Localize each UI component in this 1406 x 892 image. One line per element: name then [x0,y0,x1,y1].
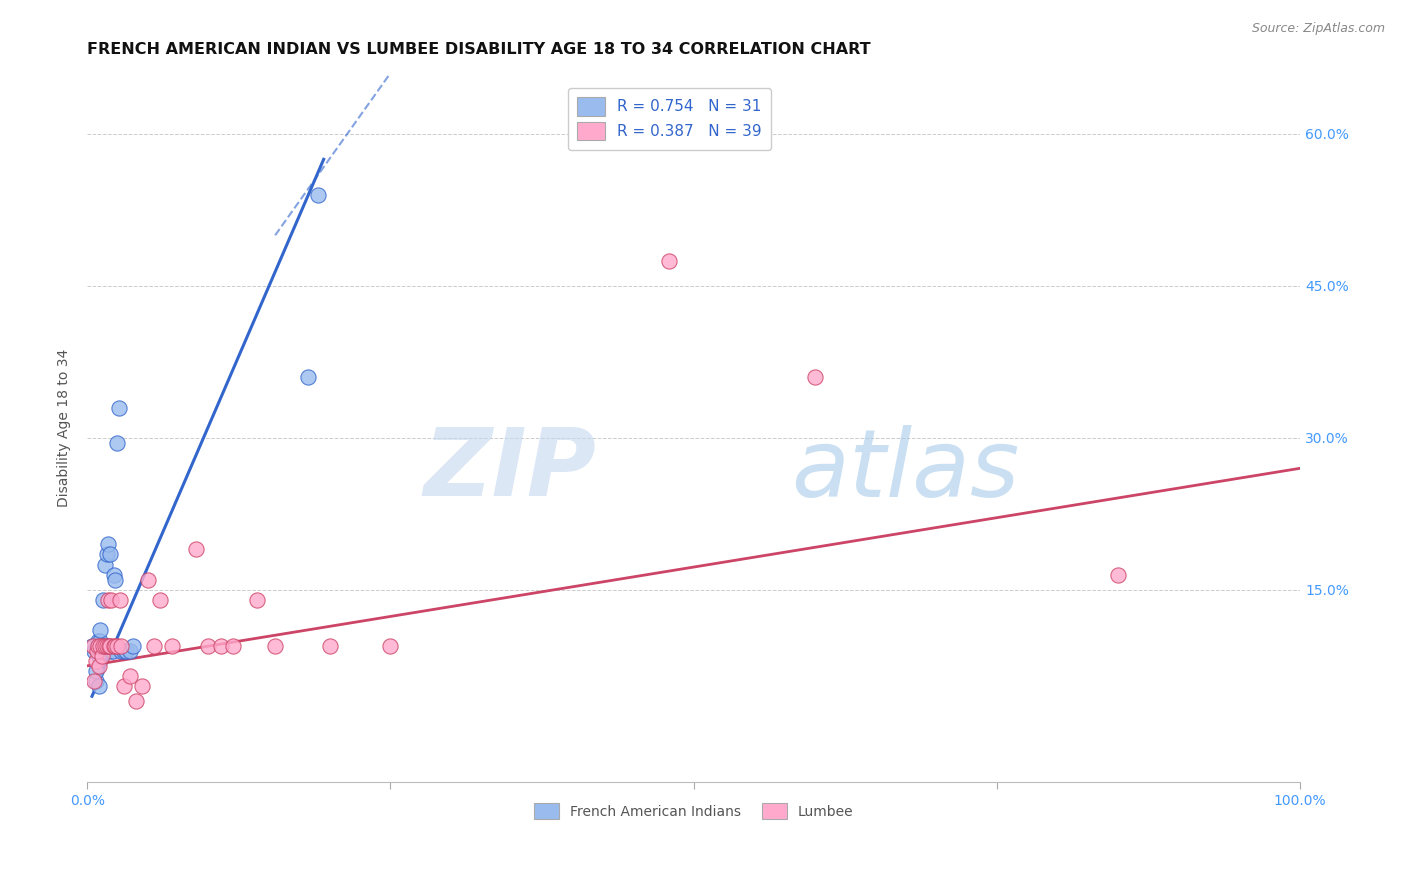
Point [93,643,115,657]
Point [89,658,111,673]
Point [107,436,129,450]
Text: Source: ZipAtlas.com: Source: ZipAtlas.com [1251,22,1385,36]
Point [197,639,219,653]
Point [103,567,125,582]
Point [118,669,141,683]
Point [108,593,131,607]
Point [160,639,183,653]
Point [84,664,107,678]
Point [112,643,135,657]
Point [96,639,118,653]
Point [246,593,269,607]
Point [380,639,402,653]
Point [107,401,129,415]
Point [222,639,245,653]
Point [136,573,159,587]
Point [319,639,342,653]
Point [91,593,114,607]
Point [264,639,287,653]
Point [83,643,105,657]
Point [96,548,118,562]
Point [115,643,138,657]
Point [94,558,117,572]
Legend: French American Indians, Lumbee: French American Indians, Lumbee [529,797,859,825]
Point [90,639,112,653]
Point [110,639,132,653]
Point [100,643,122,657]
Point [89,624,111,638]
Point [98,639,121,653]
Point [84,673,107,688]
Point [149,593,172,607]
Point [131,679,153,693]
Point [209,639,232,653]
Point [98,548,121,562]
Point [112,679,135,693]
Point [104,573,127,587]
Point [97,537,120,551]
Point [90,648,112,663]
Text: ZIP: ZIP [423,425,596,516]
Point [89,639,111,653]
Text: FRENCH AMERICAN INDIAN VS LUMBEE DISABILITY AGE 18 TO 34 CORRELATION CHART: FRENCH AMERICAN INDIAN VS LUMBEE DISABIL… [87,42,870,57]
Point [103,639,125,653]
Point [804,370,827,384]
Point [89,648,111,663]
Point [658,253,681,268]
Point [100,593,122,607]
Point [84,654,107,668]
Point [94,639,117,653]
Point [1107,567,1129,582]
Point [122,639,145,653]
Point [83,673,105,688]
Point [118,643,141,657]
Point [87,633,110,648]
Point [89,633,111,648]
Point [82,639,104,653]
Point [186,542,208,557]
Y-axis label: Disability Age 18 to 34: Disability Age 18 to 34 [58,349,72,507]
Point [307,187,329,202]
Point [97,593,120,607]
Point [104,639,127,653]
Point [87,639,110,653]
Point [89,679,111,693]
Point [101,643,124,657]
Point [98,639,121,653]
Point [142,639,165,653]
Point [94,639,117,653]
Point [124,694,146,708]
Point [86,643,108,657]
Point [80,639,103,653]
Point [91,639,114,653]
Point [98,639,121,653]
Point [110,643,132,657]
Point [107,639,129,653]
Text: atlas: atlas [790,425,1019,516]
Point [297,370,319,384]
